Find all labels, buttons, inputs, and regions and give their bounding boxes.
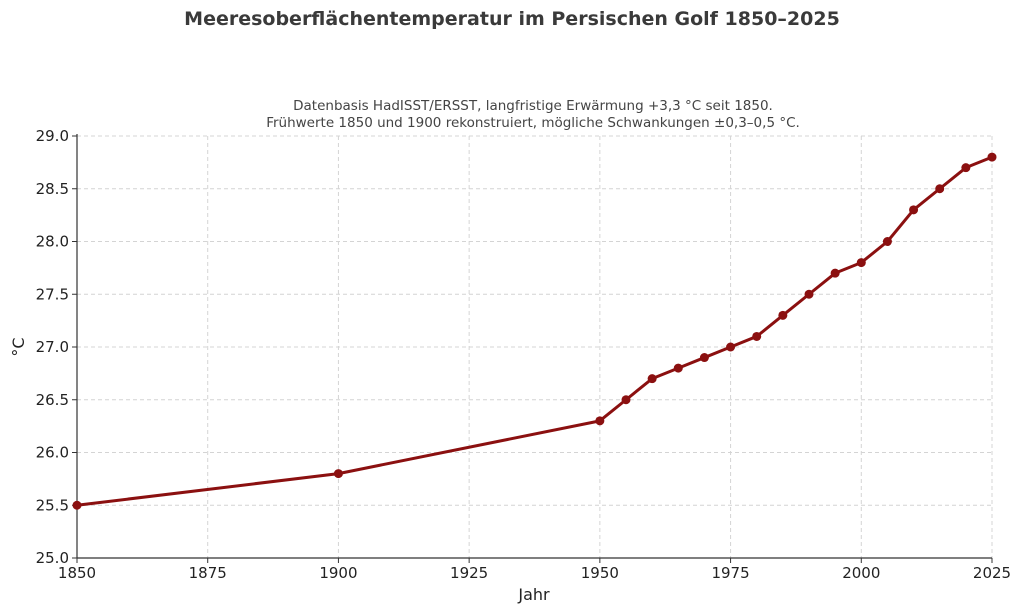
x-tick-label: 2000: [842, 564, 880, 582]
data-point: [333, 469, 343, 479]
data-point: [830, 268, 840, 278]
x-tick-label: 1975: [711, 564, 749, 582]
data-point: [621, 395, 631, 405]
data-point: [804, 289, 814, 299]
data-point: [909, 205, 919, 215]
x-tick-label: 1925: [450, 564, 488, 582]
y-tick-label: 25.5: [36, 496, 69, 514]
data-point: [595, 416, 605, 426]
y-tick-label: 26.0: [36, 444, 69, 462]
tick-labels: 1850 1875 1900 1925 1950 1975 2000 2025 25.0 25.5…: [36, 127, 1012, 582]
data-point: [987, 152, 997, 162]
data-point: [647, 374, 657, 384]
data-point: [699, 353, 709, 363]
y-tick-label: 25.0: [36, 549, 69, 567]
x-tick-label: 1850: [58, 564, 96, 582]
chart-subtitle-line-2: Frühwerte 1850 und 1900 rekonstruiert, m…: [266, 115, 800, 131]
series-line: [76, 155, 993, 507]
y-tick-label: 28.0: [36, 233, 69, 251]
y-tick-label: 26.5: [36, 391, 69, 409]
y-tick-label: 28.5: [36, 180, 69, 198]
x-tick-label: 1950: [581, 564, 619, 582]
data-point: [935, 184, 945, 194]
x-tick-label: 1900: [319, 564, 357, 582]
grid-lines: [76, 135, 993, 559]
chart-title: Meeresoberflächentemperatur im Persische…: [184, 8, 840, 30]
data-point: [673, 363, 683, 373]
x-tick-label: 1875: [189, 564, 227, 582]
data-point: [752, 331, 762, 341]
data-series: [72, 152, 997, 510]
x-tick-label: 2025: [973, 564, 1011, 582]
data-point: [726, 342, 736, 352]
y-tick-label: 27.5: [36, 285, 69, 303]
axes: [72, 134, 993, 563]
data-point: [856, 258, 866, 268]
y-axis-label: °C: [9, 337, 28, 356]
y-tick-label: 29.0: [36, 127, 69, 145]
x-axis-label: Jahr: [517, 585, 550, 604]
data-point: [961, 163, 971, 173]
data-point: [72, 500, 82, 510]
data-point: [882, 237, 892, 246]
y-tick-label: 27.0: [36, 338, 69, 356]
chart-subtitle-line-1: Datenbasis HadISST/ERSST, langfristige E…: [293, 98, 773, 114]
data-point: [778, 310, 788, 320]
